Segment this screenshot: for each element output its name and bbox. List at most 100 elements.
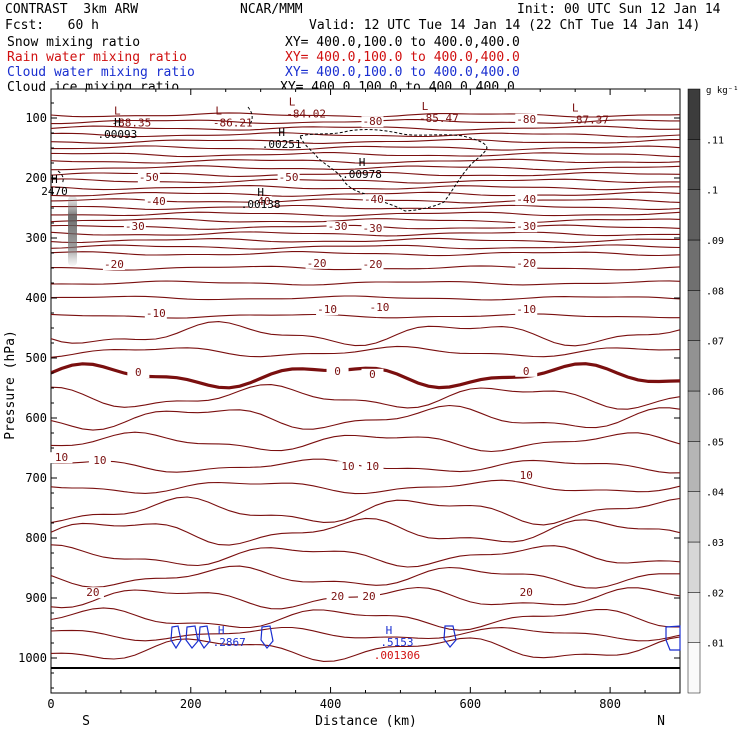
cloud-water-cell (260, 625, 274, 649)
temperature-contour (51, 185, 680, 191)
contour-label-bg (81, 587, 104, 599)
contour-label-bg (515, 365, 538, 377)
low-value: -88.35 (111, 116, 151, 129)
colorbar-tick-label: .05 (706, 437, 724, 448)
snow-high-value: 2470 (41, 185, 68, 198)
colorbar-tick-label: .1 (706, 186, 718, 197)
contour-value-label: 20 (86, 586, 99, 599)
contour-value-label: 10 (55, 451, 68, 464)
temperature-contour (51, 544, 680, 568)
temperature-contour (51, 431, 680, 453)
x-axis: 0 200 400 600 800 (47, 89, 646, 711)
cloud-water-cell (198, 625, 211, 650)
colorbar-tick-label: .09 (706, 236, 724, 247)
colorbar: .01 .02 .03 .04 .05 .06 .07 .08 .09 .1 .11 (687, 88, 724, 694)
temperature-contour (51, 145, 680, 151)
forecast-hour: Fcst: 60 h (5, 18, 99, 33)
contour-value-label: -80 (363, 115, 383, 128)
temperature-contour (51, 626, 680, 642)
y-tick-label: 400 (25, 291, 47, 305)
contour-label-bg (361, 368, 384, 380)
contour-label-bg (249, 196, 272, 207)
x-tick-label: 400 (320, 697, 342, 711)
contour-label-bg (368, 302, 391, 314)
cloud-ice-contour-edge (57, 170, 64, 185)
contour-value-label: -40 (516, 193, 536, 206)
contour-label-bg (515, 221, 538, 233)
snow-shading (68, 196, 77, 266)
contour-label-bg (127, 367, 150, 378)
legend-cloud-water-xy: XY= 400.0,100.0 to 400.0,400.0 (285, 65, 520, 80)
snow-high-value: .00251 (262, 138, 302, 151)
temperature-contour (51, 321, 680, 347)
contour-label-bg (123, 221, 146, 233)
contour-label-bg (326, 590, 349, 602)
colorbar-segment (687, 88, 701, 140)
y-tick-label: 1000 (18, 651, 47, 665)
rain-high-value: .001306 (374, 649, 420, 662)
contour-label-bg (515, 587, 538, 599)
colorbar-segment (687, 239, 701, 291)
cloud-water-high-marker: H (386, 624, 393, 637)
contour-label-bg (515, 257, 538, 269)
contour-label-bg (144, 196, 167, 207)
contour-value-label: -10 (370, 301, 390, 314)
colorbar-tick-label: .04 (706, 488, 724, 499)
legend-cloud-water: Cloud water mixing ratio (7, 65, 195, 80)
temperature-contour (51, 138, 680, 144)
contour-label-bg (361, 461, 384, 473)
contour-label-bg (277, 172, 300, 183)
contour-label-bg (361, 259, 384, 270)
cloud-water-cell (170, 625, 182, 650)
temperature-contour (51, 496, 680, 526)
colorbar-tick-label: .07 (706, 337, 724, 348)
legend-rain: Rain water mixing ratio (7, 50, 188, 65)
temperature-contour (51, 165, 680, 171)
legend-rain-xy: XY= 400.0,100.0 to 400.0,400.0 (285, 50, 520, 65)
colorbar-segment (687, 441, 701, 492)
cloud-water-high-value: .5153 (380, 636, 413, 649)
contour-label-bg (362, 194, 385, 206)
snow-high-marker: H (51, 173, 58, 186)
contour-label-bg (50, 452, 73, 464)
section-end-label: N (657, 714, 665, 729)
contour-label-bg (326, 365, 349, 377)
temperature-contour (51, 565, 680, 589)
colorbar-tick-label: .02 (706, 588, 724, 599)
contour-label-bg (144, 308, 167, 320)
snow-high-value: .00093 (98, 128, 138, 141)
contour-label-bg (515, 304, 538, 315)
low-value: -87.37 (569, 113, 609, 126)
temperature-contour (51, 218, 680, 224)
low-value: -84.02 (286, 107, 326, 120)
contour-value-label: -30 (516, 220, 536, 233)
y-tick-label: 900 (25, 591, 47, 605)
contour-value-label: -10 (516, 303, 536, 316)
contour-value-label: -20 (104, 258, 124, 271)
contour-value-label: -40 (251, 195, 271, 208)
colorbar-segment (687, 491, 701, 543)
cloud-ice-contour (299, 129, 488, 212)
colorbar-segment (687, 541, 701, 593)
contour-value-label: 0 (334, 365, 341, 378)
colorbar-tick-label: .06 (706, 387, 724, 398)
snow-high-value: .00138 (241, 198, 281, 211)
temperature-contour (51, 152, 680, 158)
valid-time: Valid: 12 UTC Tue 14 Jan 14 (22 ChT Tue … (309, 18, 701, 33)
low-marker: L (215, 104, 222, 117)
cloud-water-high-value: .2867 (213, 636, 246, 649)
contour-value-label: -30 (363, 222, 383, 235)
cloud-water-cell (185, 625, 199, 649)
contour-value-label: 0 (135, 366, 142, 379)
temperature-contours (51, 112, 680, 662)
y-tick-label: 200 (25, 171, 47, 185)
contour-label-bg (361, 223, 384, 234)
colorbar-segment (687, 642, 701, 694)
contour-label-bg (361, 116, 384, 128)
contour-value-label: -40 (146, 195, 166, 208)
x-tick-label: 200 (180, 697, 202, 711)
temperature-contour (51, 345, 680, 358)
colorbar-segment (687, 290, 701, 341)
contour-value-label: 0 (369, 368, 376, 381)
